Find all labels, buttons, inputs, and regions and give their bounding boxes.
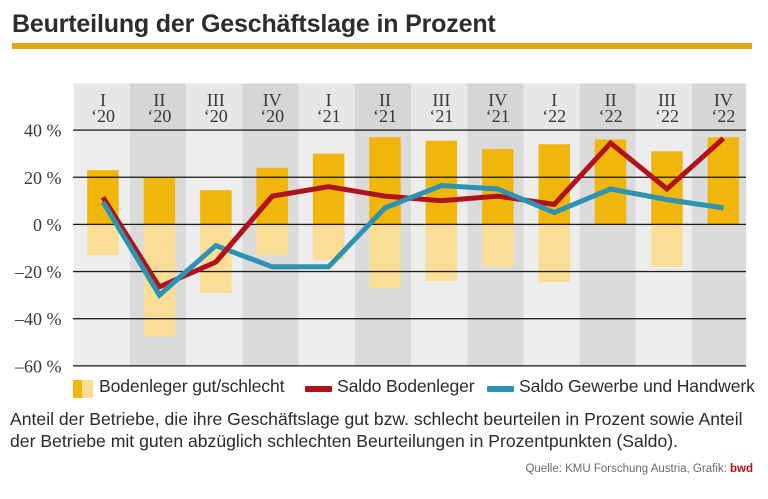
svg-text:–40 %: –40 % [14, 309, 62, 329]
svg-text:‘22: ‘22 [599, 106, 623, 126]
svg-text:‘21: ‘21 [429, 106, 453, 126]
svg-text:0 %: 0 % [33, 215, 62, 235]
svg-text:III: III [658, 90, 676, 110]
svg-text:II: II [605, 90, 617, 110]
svg-text:–60 %: –60 % [14, 356, 62, 376]
svg-text:‘21: ‘21 [373, 106, 397, 126]
svg-text:‘22: ‘22 [542, 106, 566, 126]
svg-text:III: III [207, 90, 225, 110]
svg-text:IV: IV [714, 90, 733, 110]
svg-text:IV: IV [263, 90, 282, 110]
svg-text:‘20: ‘20 [147, 106, 171, 126]
svg-text:‘22: ‘22 [711, 106, 735, 126]
svg-text:I: I [326, 90, 332, 110]
svg-text:20 %: 20 % [24, 168, 62, 188]
svg-text:40 %: 40 % [24, 121, 62, 141]
svg-text:IV: IV [488, 90, 507, 110]
svg-text:‘20: ‘20 [204, 106, 228, 126]
svg-text:–20 %: –20 % [14, 262, 62, 282]
svg-text:‘20: ‘20 [91, 106, 115, 126]
svg-text:‘20: ‘20 [260, 106, 284, 126]
svg-text:‘22: ‘22 [655, 106, 679, 126]
svg-text:‘21: ‘21 [486, 106, 510, 126]
svg-text:I: I [100, 90, 106, 110]
svg-text:‘21: ‘21 [317, 106, 341, 126]
svg-text:I: I [551, 90, 557, 110]
svg-text:II: II [379, 90, 391, 110]
svg-text:III: III [432, 90, 450, 110]
svg-text:II: II [153, 90, 165, 110]
